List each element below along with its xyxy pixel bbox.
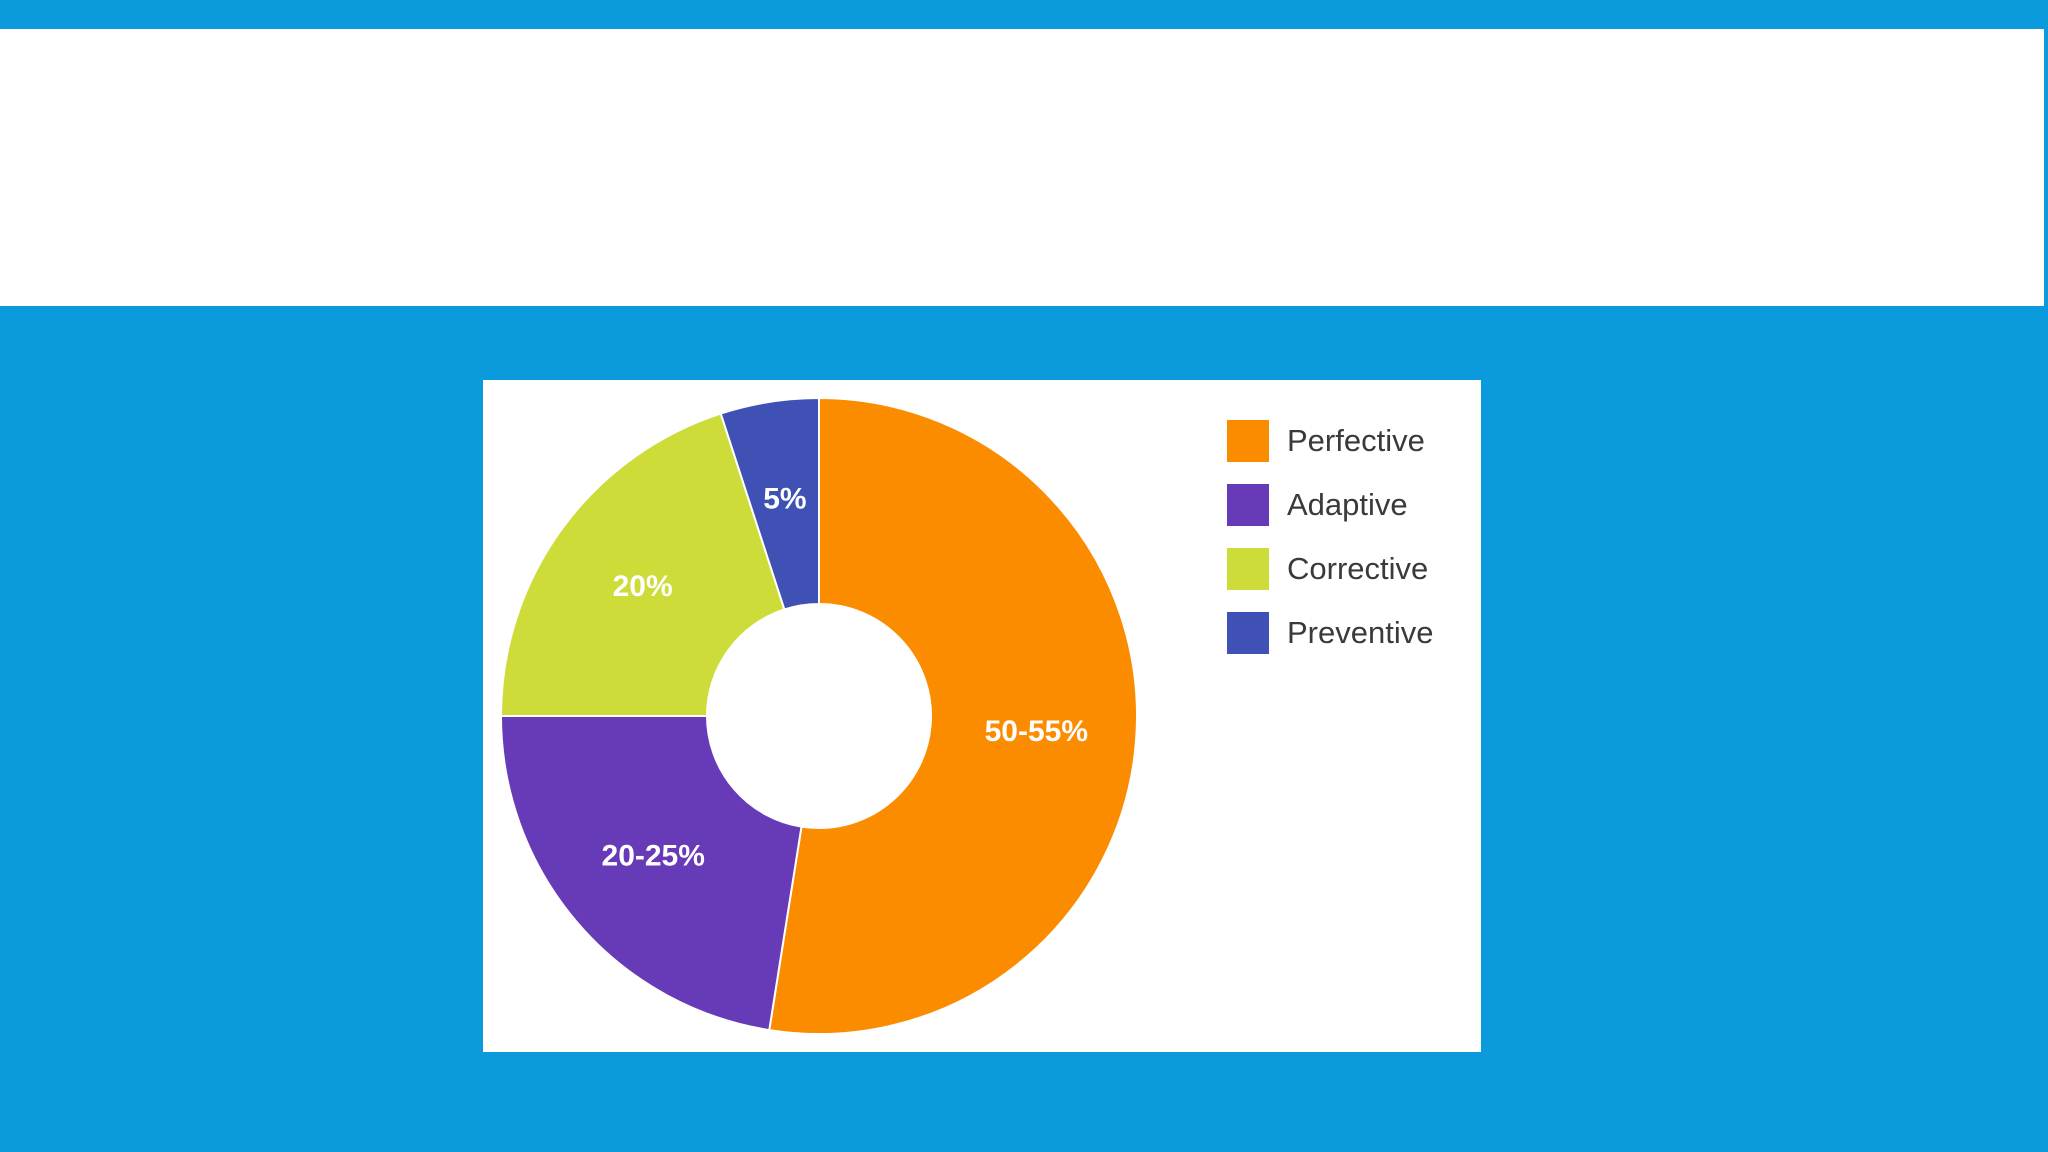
slice-preventive — [719, 396, 820, 611]
slice-corrective — [499, 412, 786, 717]
donut-chart: 50-55% 20-25% 20% 5% — [499, 396, 1138, 1035]
legend-label-perfective: Perfective — [1287, 423, 1425, 458]
chart-card: 50-55% 20-25% 20% 5% Perfective Adaptive Co… — [483, 380, 1481, 1052]
legend-item-preventive: Preventive — [1227, 612, 1457, 654]
slice-label-adaptive: 20-25% — [602, 840, 705, 873]
legend-swatch-preventive — [1227, 612, 1269, 654]
legend-label-preventive: Preventive — [1287, 615, 1434, 650]
legend-item-perfective: Perfective — [1227, 420, 1457, 462]
legend-swatch-adaptive — [1227, 484, 1269, 526]
slice-perfective — [768, 396, 1138, 1035]
title-panel — [0, 29, 2044, 306]
legend-swatch-corrective — [1227, 548, 1269, 590]
legend-label-adaptive: Adaptive — [1287, 487, 1408, 522]
legend: Perfective Adaptive Corrective Preventiv… — [1227, 420, 1457, 676]
legend-swatch-perfective — [1227, 420, 1269, 462]
slice-label-perfective: 50-55% — [985, 715, 1088, 748]
slice-label-preventive: 5% — [763, 483, 806, 516]
slice-label-corrective: 20% — [613, 570, 673, 603]
slice-adaptive — [499, 715, 803, 1032]
legend-label-corrective: Corrective — [1287, 551, 1429, 586]
legend-item-adaptive: Adaptive — [1227, 484, 1457, 526]
legend-item-corrective: Corrective — [1227, 548, 1457, 590]
top-band — [0, 0, 2048, 29]
